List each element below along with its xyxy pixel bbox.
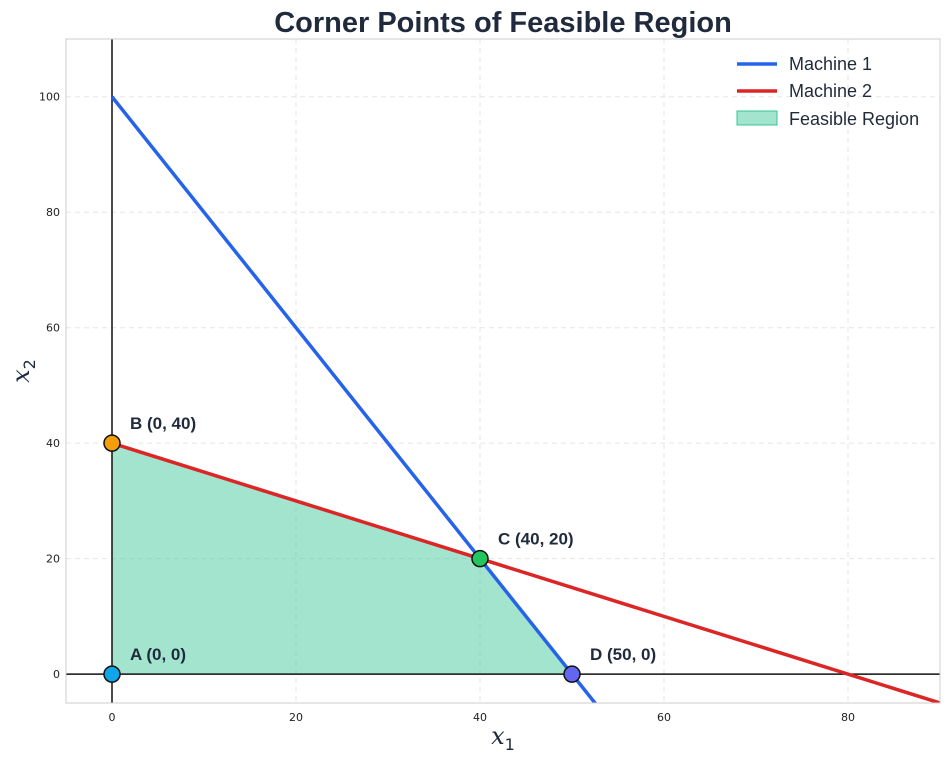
corner-point-label-d: D (50, 0) bbox=[590, 645, 656, 664]
legend-label-machine-1: Machine 1 bbox=[789, 54, 872, 74]
legend-swatch-feasible-region bbox=[736, 110, 778, 126]
corner-point-label-b: B (0, 40) bbox=[130, 414, 196, 433]
corner-point-label-c: C (40, 20) bbox=[498, 530, 574, 549]
legend: Machine 1 Machine 2 Feasible Region bbox=[736, 54, 919, 129]
y-tick-label-20: 20 bbox=[46, 553, 60, 566]
chart-title: Corner Points of Feasible Region bbox=[274, 7, 732, 39]
feasible-region bbox=[112, 443, 572, 675]
plot-area bbox=[66, 39, 940, 703]
corner-point-c bbox=[471, 549, 489, 568]
y-tick-label-80: 80 bbox=[46, 206, 60, 219]
series-line-2 bbox=[111, 441, 940, 703]
plot-frame bbox=[65, 38, 941, 704]
x-tick-label-80: 80 bbox=[841, 711, 855, 724]
corner-points: A (0, 0) B (0, 40) C (40, 20) D (50, 0) bbox=[103, 414, 656, 683]
y-tick-label-0: 0 bbox=[53, 668, 60, 681]
corner-point-a bbox=[103, 665, 121, 683]
tick-labels: 0 20 40 60 80 0 20 40 60 80 100 bbox=[39, 91, 855, 724]
y-tick-label-60: 60 bbox=[46, 322, 60, 335]
x-tick-label-20: 20 bbox=[289, 711, 303, 724]
y-tick-label-100: 100 bbox=[39, 91, 60, 104]
y-axis-label: x2 bbox=[7, 359, 39, 383]
x-tick-label-60: 60 bbox=[657, 711, 671, 724]
x-axis-label: x1 bbox=[491, 722, 515, 754]
legend-label-feasible-region: Feasible Region bbox=[789, 109, 919, 129]
corner-point-label-a: A (0, 0) bbox=[130, 645, 186, 664]
corner-point-b bbox=[103, 434, 121, 452]
x-tick-label-40: 40 bbox=[473, 711, 487, 724]
y-tick-label-40: 40 bbox=[46, 437, 60, 450]
x-tick-label-0: 0 bbox=[109, 711, 116, 724]
legend-label-machine-2: Machine 2 bbox=[789, 81, 872, 101]
corner-point-d bbox=[563, 665, 581, 683]
